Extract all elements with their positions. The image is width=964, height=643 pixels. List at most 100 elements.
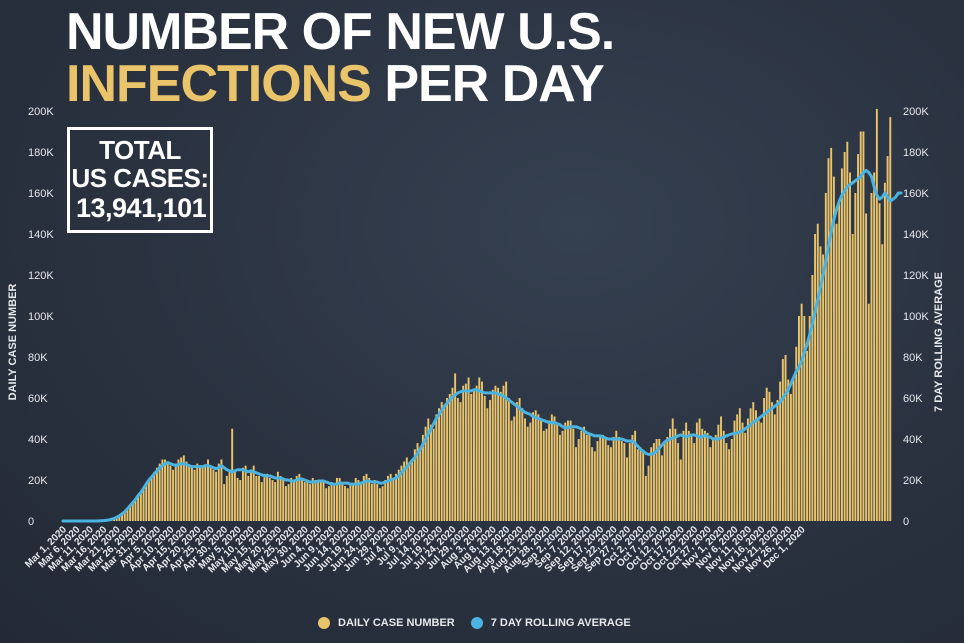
bar xyxy=(720,416,723,521)
y-tick-left: 140K xyxy=(28,229,54,241)
bar xyxy=(612,436,615,521)
bar xyxy=(779,381,782,521)
bar xyxy=(438,408,440,521)
bar xyxy=(185,461,188,521)
bar xyxy=(204,465,207,521)
bar xyxy=(293,480,295,521)
bar xyxy=(387,475,389,521)
bar xyxy=(424,426,427,521)
y-tick-left: 160K xyxy=(28,188,54,200)
bar xyxy=(325,488,328,521)
bar xyxy=(287,484,290,521)
bar xyxy=(411,459,414,521)
bar xyxy=(193,469,196,521)
bar xyxy=(161,459,164,521)
bar xyxy=(126,508,129,521)
bar xyxy=(381,486,384,521)
total-cases-label-1: TOTAL xyxy=(99,135,181,165)
bar xyxy=(671,418,674,521)
bar xyxy=(870,193,873,521)
bar xyxy=(505,381,508,521)
left-axis: 0 20K 40K 60K 80K 100K 120K 140K 160K 180K 200K xyxy=(28,106,54,528)
bar xyxy=(454,373,457,521)
bar xyxy=(865,213,868,521)
bar xyxy=(822,254,825,521)
y-tick-left: 20K xyxy=(28,475,48,487)
bar xyxy=(164,459,166,521)
bar xyxy=(808,316,811,521)
y-tick-left: 80K xyxy=(28,352,48,364)
bar xyxy=(177,459,180,521)
bar xyxy=(631,434,634,521)
legend-bars-swatch xyxy=(318,617,330,629)
bar xyxy=(561,430,564,521)
bar xyxy=(510,420,513,521)
bar xyxy=(464,383,467,521)
bar xyxy=(859,131,862,521)
bar xyxy=(682,430,685,521)
bar xyxy=(698,418,701,521)
bar xyxy=(306,482,309,521)
bar xyxy=(636,449,639,521)
bar xyxy=(609,447,612,521)
bar xyxy=(677,443,680,521)
legend-item-bars: DAILY CASE NUMBER xyxy=(318,617,455,629)
bar xyxy=(776,400,779,521)
bar xyxy=(403,461,406,521)
bar xyxy=(849,172,851,521)
bar xyxy=(233,471,236,521)
bar xyxy=(515,402,518,521)
bar xyxy=(658,439,661,521)
bar xyxy=(491,389,494,521)
legend-line-label: 7 DAY ROLLING AVERAGE xyxy=(490,617,631,629)
bar xyxy=(115,517,118,521)
bar xyxy=(838,203,841,521)
bar xyxy=(486,408,489,521)
bar xyxy=(373,480,376,521)
bar xyxy=(147,480,150,521)
y-tick-right: 20K xyxy=(903,475,923,487)
legend-bars-label: DAILY CASE NUMBER xyxy=(338,617,455,629)
bar xyxy=(763,398,765,521)
bar xyxy=(467,377,470,521)
bar xyxy=(400,465,403,521)
bar xyxy=(207,459,209,521)
chart-title-line-2: INFECTIONS PER DAY xyxy=(66,58,605,110)
bar xyxy=(228,469,231,521)
bar xyxy=(521,408,524,521)
bars xyxy=(99,108,892,522)
bar xyxy=(690,434,693,521)
bar xyxy=(255,475,258,521)
bar xyxy=(827,158,830,521)
bar xyxy=(274,482,277,521)
bar xyxy=(744,432,747,521)
bar xyxy=(526,426,529,521)
y-tick-left: 40K xyxy=(28,434,48,446)
bar xyxy=(803,316,806,521)
bar xyxy=(478,377,481,521)
bar xyxy=(577,439,580,521)
bar xyxy=(706,432,709,521)
bar xyxy=(784,354,787,521)
bar xyxy=(392,477,395,521)
y-tick-left: 180K xyxy=(28,147,54,159)
bar xyxy=(239,480,242,521)
bar xyxy=(413,449,416,521)
bar xyxy=(443,406,446,521)
bar xyxy=(814,234,817,521)
bar xyxy=(456,398,459,521)
bar xyxy=(752,402,755,521)
bar xyxy=(268,477,271,521)
bar xyxy=(583,426,586,521)
bar xyxy=(158,463,161,521)
bar xyxy=(368,477,371,521)
bar xyxy=(862,131,865,521)
bar xyxy=(604,436,607,521)
bar xyxy=(295,475,298,521)
bar xyxy=(647,465,650,521)
bar xyxy=(497,387,500,521)
bar xyxy=(749,408,752,521)
rolling-average-line xyxy=(61,168,903,523)
bar xyxy=(489,400,492,521)
y-tick-left: 120K xyxy=(28,270,54,282)
